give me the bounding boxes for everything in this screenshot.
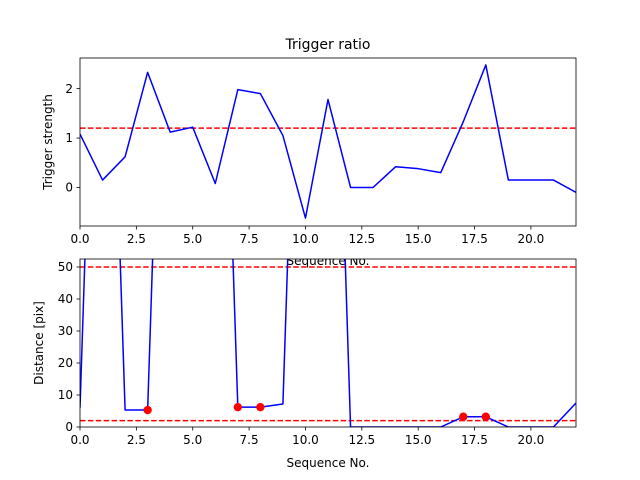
x-tick-label: 7.5 bbox=[240, 433, 259, 447]
data-point-marker bbox=[233, 402, 243, 412]
series-line bbox=[80, 64, 576, 219]
x-tick-label: 15.0 bbox=[405, 433, 432, 447]
data-point-marker bbox=[481, 412, 491, 421]
x-tick-label: 20.0 bbox=[518, 232, 545, 246]
y-tick-label: 0 bbox=[65, 420, 73, 434]
y-axis-label: Distance [pix] bbox=[32, 301, 46, 385]
x-tick-label: 2.5 bbox=[127, 232, 146, 246]
x-tick-label: 5.0 bbox=[183, 433, 202, 447]
top-plot: Trigger ratio 0.0 2.5 5.0 7.5 10.0 12.5 15.0 17… bbox=[41, 37, 577, 268]
axes-frame bbox=[79, 57, 577, 227]
x-tick-label: 0.0 bbox=[70, 232, 89, 246]
data-point-marker bbox=[256, 402, 265, 412]
x-tick-label: 15.0 bbox=[405, 232, 432, 246]
x-tick-label: 2.5 bbox=[127, 433, 146, 447]
chart-title: Trigger ratio bbox=[284, 37, 370, 53]
series-line bbox=[80, 259, 576, 427]
y-ticks: 0 10 20 30 40 50 bbox=[58, 260, 80, 434]
x-tick-label: 7.5 bbox=[240, 232, 259, 246]
y-tick-label: 1 bbox=[65, 131, 73, 145]
y-tick-label: 0 bbox=[65, 181, 73, 195]
x-tick-label: 17.5 bbox=[461, 232, 488, 246]
plot-area bbox=[80, 259, 576, 427]
axes-frame bbox=[79, 258, 577, 428]
panel-gap-cover bbox=[80, 246, 576, 259]
x-ticks: 0.0 2.5 5.0 7.5 10.0 12.5 15.0 17.5 20.0 bbox=[70, 226, 544, 246]
x-ticks: 0.0 2.5 5.0 7.5 10.0 12.5 15.0 17.5 20.0 bbox=[70, 427, 544, 447]
data-point-marker bbox=[459, 412, 468, 421]
x-tick-label: 12.5 bbox=[348, 433, 375, 447]
y-tick-label: 30 bbox=[58, 324, 73, 338]
bottom-plot: 0.0 2.5 5.0 7.5 10.0 12.5 15.0 17.5 20.0 0 10 20 30… bbox=[32, 246, 577, 470]
y-axis-label: Trigger strength bbox=[41, 94, 55, 191]
x-tick-label: 5.0 bbox=[183, 232, 202, 246]
x-tick-label: 17.5 bbox=[461, 433, 488, 447]
y-tick-label: 50 bbox=[58, 260, 73, 274]
y-tick-label: 40 bbox=[58, 292, 73, 306]
x-tick-label: 10.0 bbox=[292, 232, 319, 246]
y-tick-label: 10 bbox=[58, 388, 73, 402]
y-ticks: 0 1 2 bbox=[65, 82, 80, 195]
x-tick-label: 10.0 bbox=[292, 433, 319, 447]
plot-area bbox=[80, 64, 576, 219]
data-point-marker bbox=[143, 405, 152, 415]
y-tick-label: 2 bbox=[65, 82, 73, 96]
x-axis-label: Sequence No. bbox=[287, 456, 370, 470]
x-tick-label: 0.0 bbox=[70, 433, 89, 447]
x-tick-label: 12.5 bbox=[348, 232, 375, 246]
x-tick-label: 20.0 bbox=[518, 433, 545, 447]
y-tick-label: 20 bbox=[58, 356, 73, 370]
